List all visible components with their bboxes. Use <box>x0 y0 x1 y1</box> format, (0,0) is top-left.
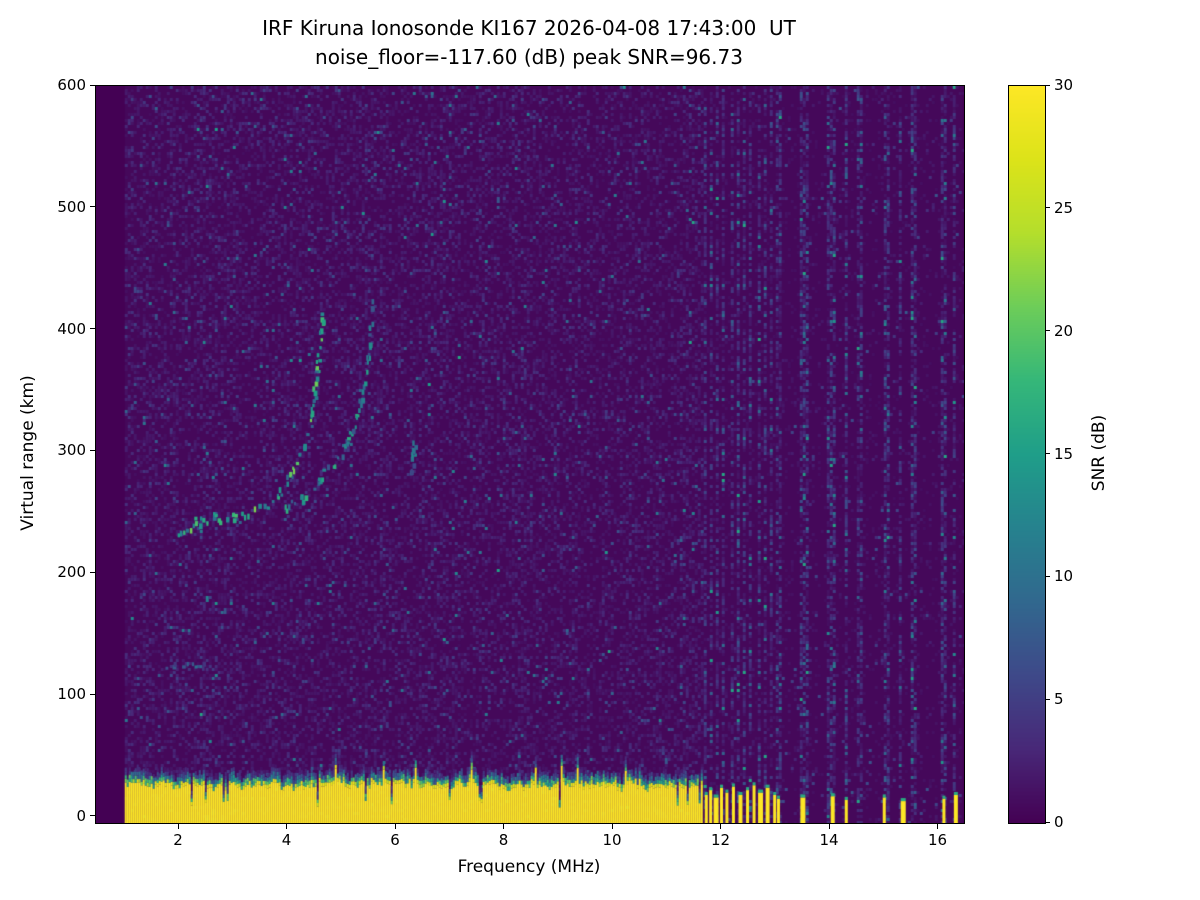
x-tick-label: 14 <box>819 831 839 849</box>
x-tick-label: 6 <box>390 831 400 849</box>
x-tick-mark <box>503 824 504 829</box>
colorbar-tick-label: 10 <box>1054 567 1074 586</box>
colorbar-tick-mark <box>1046 821 1050 823</box>
colorbar-tick-label: 20 <box>1054 321 1074 340</box>
x-tick-label: 10 <box>602 831 622 849</box>
x-tick-mark <box>937 824 938 829</box>
y-tick-mark <box>90 206 95 208</box>
y-tick-label: 500 <box>57 197 86 216</box>
x-axis-label: Frequency (MHz) <box>457 857 601 877</box>
colorbar-tick-mark <box>1046 575 1050 577</box>
y-tick-mark <box>90 449 95 451</box>
colorbar-tick-mark <box>1046 84 1050 86</box>
x-tick-label: 4 <box>281 831 292 849</box>
y-tick-label: 400 <box>57 319 86 338</box>
colorbar-tick-label: 0 <box>1054 813 1064 831</box>
x-tick-mark <box>286 824 287 829</box>
y-tick-label: 300 <box>57 441 86 460</box>
x-tick-label: 16 <box>927 831 948 849</box>
plot-area <box>95 85 965 824</box>
y-tick-mark <box>90 571 95 573</box>
x-tick-mark <box>394 824 396 829</box>
x-tick-label: 8 <box>498 831 509 849</box>
colorbar-tick-mark <box>1046 330 1050 332</box>
x-tick-label: 2 <box>173 831 183 849</box>
y-axis-label: Virtual range (km) <box>18 375 38 531</box>
x-tick-mark <box>828 824 830 829</box>
colorbar-tick-label: 30 <box>1054 76 1074 94</box>
y-tick-label: 100 <box>57 685 86 704</box>
colorbar-tick-mark <box>1046 698 1050 700</box>
colorbar-tick-mark <box>1046 207 1050 209</box>
y-tick-mark <box>90 693 95 695</box>
y-tick-mark <box>90 815 95 817</box>
y-tick-mark <box>90 328 95 330</box>
y-tick-label: 600 <box>57 76 86 94</box>
y-tick-label: 200 <box>57 563 86 582</box>
colorbar-tick-label: 15 <box>1054 444 1074 463</box>
colorbar-gradient-canvas <box>1009 86 1045 823</box>
colorbar-tick-label: 5 <box>1054 690 1064 709</box>
x-tick-mark <box>720 824 721 829</box>
colorbar-tick-mark <box>1046 453 1050 454</box>
x-tick-label: 12 <box>710 831 731 849</box>
chart-title: IRF Kiruna Ionosonde KI167 2026-04-08 17… <box>262 16 796 40</box>
x-tick-mark <box>177 824 179 829</box>
colorbar-tick-label: 25 <box>1054 198 1074 217</box>
colorbar <box>1008 85 1046 824</box>
chart-subtitle: noise_floor=-117.60 (dB) peak SNR=96.73 <box>315 45 743 69</box>
y-tick-label: 0 <box>76 806 86 825</box>
ionogram-heatmap-canvas <box>96 86 964 823</box>
colorbar-label: SNR (dB) <box>1089 414 1109 492</box>
y-tick-mark <box>90 84 95 86</box>
x-tick-mark <box>611 824 613 829</box>
